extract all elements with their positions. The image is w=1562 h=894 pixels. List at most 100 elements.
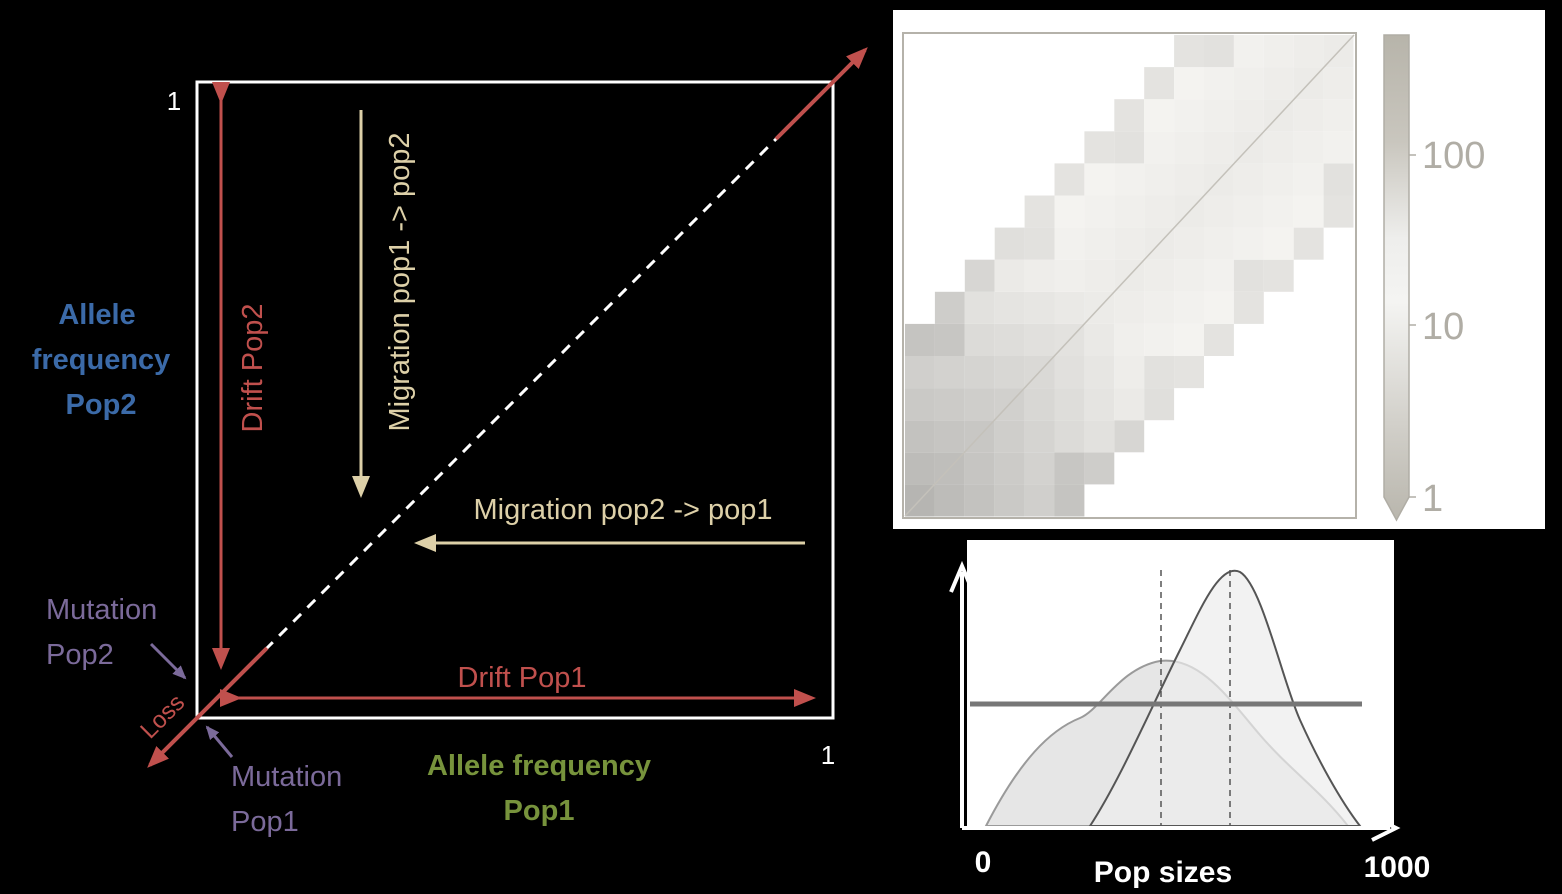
mutation-pop1: Mutation Pop1 bbox=[231, 761, 342, 838]
heatmap-cell bbox=[1084, 420, 1115, 453]
density-x-end-label: 1000 bbox=[1364, 851, 1431, 884]
diagonal-dashed bbox=[263, 133, 782, 652]
heatmap-cell bbox=[1174, 323, 1204, 356]
heatmap-cell bbox=[1024, 259, 1055, 292]
heatmap-cell bbox=[1024, 291, 1055, 324]
heatmap-cell bbox=[1263, 259, 1294, 292]
heatmap-cell bbox=[934, 356, 965, 389]
heatmap-cell bbox=[1024, 388, 1055, 421]
heatmap-cell bbox=[1263, 195, 1294, 228]
heatmap-cell bbox=[1084, 323, 1115, 356]
heatmap-cell bbox=[1114, 291, 1145, 324]
heatmap-cell bbox=[964, 388, 995, 421]
heatmap-cell bbox=[1144, 356, 1175, 389]
heatmap-cell bbox=[1293, 227, 1324, 260]
heatmap-cell bbox=[1114, 227, 1145, 260]
heatmap-cell bbox=[1144, 291, 1175, 324]
heatmap-cell bbox=[964, 259, 995, 292]
density-x-axis-arrowhead bbox=[1371, 814, 1401, 842]
heatmap-cell bbox=[994, 484, 1025, 517]
heatmap-cell bbox=[1054, 484, 1085, 517]
heatmap-cell bbox=[1204, 99, 1234, 132]
density-curve-right-fill bbox=[1088, 569, 1363, 827]
heatmap-cell bbox=[1263, 131, 1294, 164]
heatmap-cell bbox=[1054, 291, 1085, 324]
heatmap-cell bbox=[1084, 388, 1115, 421]
heatmap-cell bbox=[1144, 195, 1175, 228]
density-y-axis-arrowhead bbox=[949, 560, 975, 593]
heatmap-cell bbox=[1174, 227, 1204, 260]
heatmap-cell bbox=[1054, 163, 1085, 196]
heatmap-cell bbox=[1024, 420, 1055, 453]
heatmap-cell bbox=[1114, 388, 1145, 421]
heatmap-cell bbox=[1293, 131, 1324, 164]
heatmap-frame bbox=[902, 32, 1357, 519]
heatmap-cell bbox=[1323, 163, 1354, 196]
heatmap-cell bbox=[964, 356, 995, 389]
heatmap-cell bbox=[994, 356, 1025, 389]
heatmap-cell bbox=[934, 484, 965, 517]
heatmap-cell bbox=[1233, 35, 1264, 68]
heatmap-diagonal bbox=[904, 34, 1355, 517]
heatmap-cell bbox=[1263, 35, 1294, 68]
heatmap-cell bbox=[1174, 35, 1204, 68]
heatmap-cell bbox=[1204, 195, 1234, 228]
heatmap-cell bbox=[1263, 163, 1294, 196]
heatmap-cell bbox=[1204, 35, 1234, 68]
heatmap-cell bbox=[1174, 67, 1204, 100]
heatmap-cell bbox=[1084, 452, 1115, 485]
heatmap-cell bbox=[994, 323, 1025, 356]
heatmap-cell bbox=[905, 323, 935, 356]
heatmap-cell bbox=[1174, 163, 1204, 196]
heatmap-cell bbox=[1233, 291, 1264, 324]
heatmap-cell bbox=[1054, 195, 1085, 228]
heatmap-cell bbox=[1174, 131, 1204, 164]
heatmap-cell bbox=[1084, 259, 1115, 292]
heatmap-cell bbox=[1084, 163, 1115, 196]
heatmap-cell bbox=[1323, 99, 1354, 132]
colorbar-ticks bbox=[1409, 154, 1416, 498]
colorbar-label-100: 100 bbox=[1422, 135, 1485, 177]
axis-y-label: Allele frequency Pop2 bbox=[32, 299, 171, 421]
heatmap-cell bbox=[905, 452, 935, 485]
heatmap-cell bbox=[905, 420, 935, 453]
heatmap-cell bbox=[1174, 291, 1204, 324]
heatmap-cell bbox=[1144, 131, 1175, 164]
tick-one-x: 1 bbox=[821, 740, 835, 770]
heatmap-cell bbox=[1054, 259, 1085, 292]
mutation-pop1-arrow bbox=[205, 725, 234, 758]
heatmap-cell bbox=[1293, 35, 1324, 68]
tick-one-y: 1 bbox=[167, 86, 181, 116]
drift-pop2-label: Drift Pop2 bbox=[237, 304, 269, 433]
migration-1-to-2-label: Migration pop1 -> pop2 bbox=[384, 132, 416, 431]
axis-y-label-line1: Allele bbox=[58, 299, 135, 331]
heatmap-cell bbox=[1114, 420, 1145, 453]
fixation-arrow bbox=[774, 47, 868, 141]
heatmap-cell bbox=[1084, 227, 1115, 260]
mutation-pop1-line1: Mutation bbox=[231, 761, 342, 793]
heatmap-cell bbox=[1114, 99, 1145, 132]
axis-y-label-line2: frequency bbox=[32, 344, 171, 376]
drift-pop1-label: Drift Pop1 bbox=[458, 662, 587, 694]
density-x-start-label: 0 bbox=[975, 846, 992, 879]
heatmap-cell bbox=[1233, 99, 1264, 132]
heatmap-cell bbox=[1263, 67, 1294, 100]
heatmap-cell bbox=[1204, 227, 1234, 260]
heatmap-cell bbox=[1114, 163, 1145, 196]
loss-arrow bbox=[147, 646, 269, 768]
heatmap-cell bbox=[1323, 195, 1354, 228]
heatmap-cell bbox=[905, 388, 935, 421]
heatmap-cell bbox=[1144, 259, 1175, 292]
heatmap-cell bbox=[1174, 259, 1204, 292]
heatmap-cell bbox=[1323, 131, 1354, 164]
heatmap-cell bbox=[1114, 195, 1145, 228]
heatmap-cell bbox=[1233, 195, 1264, 228]
heatmap-cell bbox=[1144, 323, 1175, 356]
heatmap-cell bbox=[1204, 67, 1234, 100]
heatmap-cell bbox=[1024, 323, 1055, 356]
mutation-pop2-arrow bbox=[149, 642, 187, 680]
heatmap-cell bbox=[964, 323, 995, 356]
mutation-pop2-line1: Mutation bbox=[46, 594, 157, 626]
heatmap-cell bbox=[994, 452, 1025, 485]
